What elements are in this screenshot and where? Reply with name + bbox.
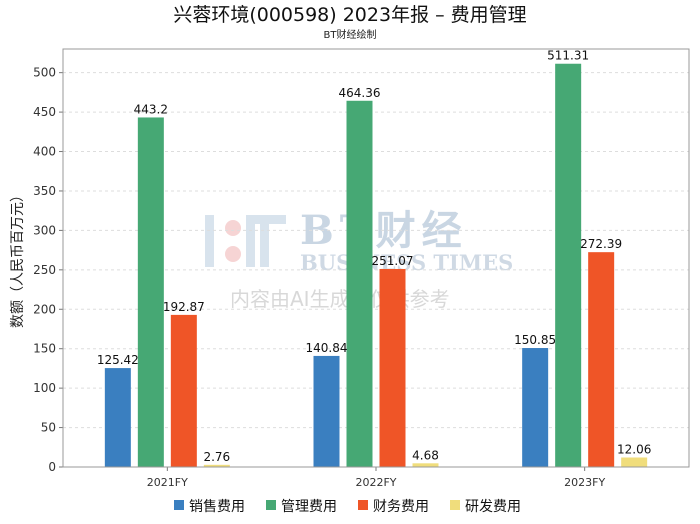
watermark-logo-icon <box>205 215 286 267</box>
y-tick-label: 0 <box>48 460 56 474</box>
x-tick-label: 2023FY <box>564 476 605 489</box>
y-tick-label: 100 <box>33 381 56 395</box>
x-tick-label: 2021FY <box>147 476 188 489</box>
data-labels: 125.42 443.2 192.87 2.76 140.84 464.36 251.07 4… <box>97 49 652 464</box>
legend: 销售费用 管理费用 财务费用 研发费用 <box>174 499 521 515</box>
y-axis-label: 数额（人民币百万元） <box>10 188 26 328</box>
bar <box>170 314 197 467</box>
watermark-english: BUSINESS TIMES <box>300 250 513 275</box>
legend-swatch <box>266 500 276 510</box>
bar-value-label: 125.42 <box>97 353 139 367</box>
bar <box>346 100 373 467</box>
watermark: BT财经 BUSINESS TIMES 内容由AI生成，仅供参考 <box>205 207 513 311</box>
y-tick-label: 500 <box>33 66 56 80</box>
bar <box>555 63 582 467</box>
bar <box>137 117 164 467</box>
legend-swatch <box>450 500 460 510</box>
bar-value-label: 150.85 <box>514 333 556 347</box>
bar <box>313 355 340 467</box>
bar <box>412 463 439 467</box>
bar-value-label: 12.06 <box>617 442 651 456</box>
y-tick-label: 200 <box>33 302 56 316</box>
bar-value-label: 272.39 <box>580 237 622 251</box>
chart-title: 兴蓉环境(000598) 2023年报 – 费用管理 <box>173 4 526 26</box>
watermark-brand: BT财经 <box>300 207 468 254</box>
legend-item-label: 财务费用 <box>373 499 429 515</box>
bar <box>522 348 549 467</box>
watermark-note: 内容由AI生成，仅供参考 <box>230 287 450 311</box>
bar-value-label: 4.68 <box>412 448 439 462</box>
bar-value-label: 464.36 <box>339 86 381 100</box>
bar-value-label: 511.31 <box>547 49 589 63</box>
legend-item-label: 销售费用 <box>189 499 245 515</box>
y-tick-label: 150 <box>33 342 56 356</box>
bar-value-label: 2.76 <box>203 450 230 464</box>
bars <box>104 63 648 467</box>
bar-value-label: 140.84 <box>306 341 348 355</box>
y-tick-label: 350 <box>33 184 56 198</box>
bar <box>621 457 648 467</box>
chart-subtitle: BT财经绘制 <box>324 28 377 41</box>
bar-value-label: 251.07 <box>372 254 414 268</box>
bar <box>379 268 406 467</box>
bar-value-label: 192.87 <box>163 300 205 314</box>
legend-item-label: 管理费用 <box>281 499 337 515</box>
legend-swatch <box>358 500 368 510</box>
legend-item-label: 研发费用 <box>465 499 521 515</box>
bar-value-label: 443.2 <box>134 102 168 116</box>
legend-swatch <box>174 500 184 510</box>
y-tick-label: 300 <box>33 223 56 237</box>
y-tick-label: 450 <box>33 105 56 119</box>
y-axis: 0 50 100 150 200 250 300 350 400 450 500 <box>33 66 63 474</box>
bar <box>588 252 615 467</box>
x-axis: 2021FY 2022FY 2023FY <box>147 467 605 489</box>
x-tick-label: 2022FY <box>355 476 396 489</box>
bar <box>203 464 230 467</box>
bar <box>104 368 131 467</box>
plot-frame <box>62 48 690 468</box>
y-tick-label: 50 <box>41 421 56 435</box>
y-tick-label: 250 <box>33 263 56 277</box>
y-tick-label: 400 <box>33 145 56 159</box>
